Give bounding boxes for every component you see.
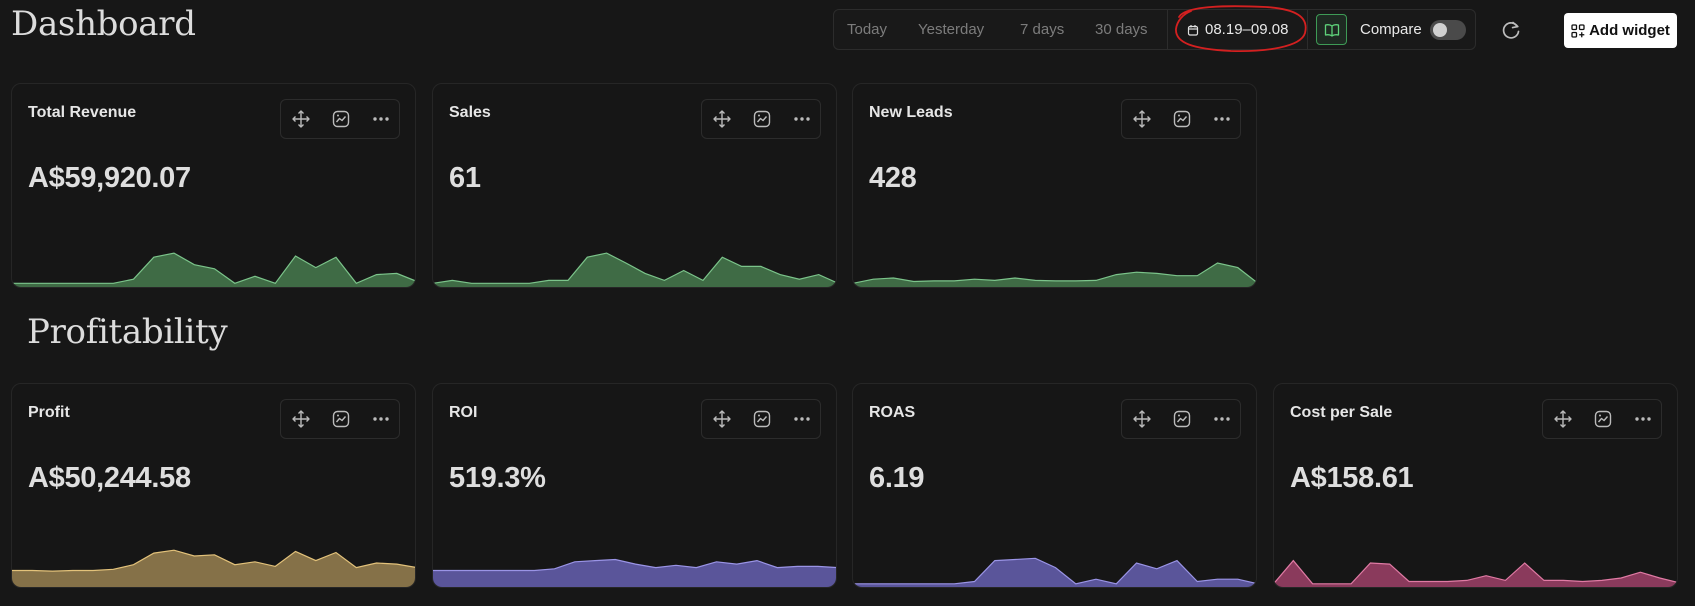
card-title: Total Revenue	[28, 104, 137, 121]
move-icon[interactable]	[1132, 109, 1152, 129]
refresh-icon	[1502, 21, 1520, 39]
card-value: 428	[869, 162, 917, 194]
chart-style-icon[interactable]	[331, 409, 351, 429]
move-icon[interactable]	[291, 109, 311, 129]
range-30-days-button[interactable]: 30 days	[1095, 21, 1148, 38]
card-value: A$59,920.07	[28, 162, 191, 194]
add-widget-icon	[1571, 23, 1585, 38]
more-icon[interactable]	[792, 109, 812, 129]
card-value: A$158.61	[1290, 462, 1414, 494]
card-actions	[1542, 399, 1662, 439]
sparkline-area	[433, 559, 836, 587]
move-icon[interactable]	[1132, 409, 1152, 429]
sparkline-area	[12, 253, 415, 287]
compare-label: Compare	[1360, 21, 1422, 38]
sparkline-line	[853, 262, 1256, 284]
card-actions	[280, 99, 400, 139]
card-title: Profit	[28, 404, 70, 421]
sparkline-chart	[853, 557, 1256, 587]
sparkline-line	[433, 252, 836, 284]
toolbar-divider	[1167, 10, 1168, 49]
sparkline-line	[12, 252, 415, 285]
chart-style-icon[interactable]	[1172, 409, 1192, 429]
custom-date-range-button[interactable]: 08.19–09.08	[1187, 10, 1288, 49]
sparkline-chart	[1274, 559, 1677, 587]
date-range-label: 08.19–09.08	[1205, 21, 1289, 38]
card-title: ROAS	[869, 404, 916, 421]
card-actions	[1121, 399, 1241, 439]
card-value: 61	[449, 162, 481, 194]
section-title-profitability: Profitability	[27, 312, 228, 352]
chart-style-icon[interactable]	[331, 109, 351, 129]
sparkline-area	[1274, 560, 1677, 587]
more-icon[interactable]	[371, 409, 391, 429]
more-icon[interactable]	[1212, 109, 1232, 129]
move-icon[interactable]	[1553, 409, 1573, 429]
book-button[interactable]	[1316, 14, 1347, 45]
card-actions	[701, 99, 821, 139]
sparkline-area	[853, 263, 1256, 287]
sparkline-chart	[12, 252, 415, 287]
move-icon[interactable]	[712, 409, 732, 429]
more-icon[interactable]	[371, 109, 391, 129]
card-actions	[280, 399, 400, 439]
card-title: ROI	[449, 404, 478, 421]
sparkline-area	[12, 550, 415, 587]
sparkline-line	[1274, 559, 1677, 585]
metric-card: ROI 519.3%	[432, 383, 837, 588]
more-icon[interactable]	[792, 409, 812, 429]
sparkline-line	[853, 557, 1256, 585]
sparkline-chart	[433, 558, 836, 587]
sparkline-line	[12, 549, 415, 572]
sparkline-line	[433, 558, 836, 572]
metric-card: Sales 61	[432, 83, 837, 288]
refresh-button[interactable]	[1496, 15, 1526, 45]
book-icon	[1324, 23, 1339, 37]
calendar-icon	[1187, 25, 1199, 36]
card-actions	[701, 399, 821, 439]
chart-style-icon[interactable]	[1593, 409, 1613, 429]
card-title: Sales	[449, 104, 491, 121]
metric-card: Cost per Sale A$158.61	[1273, 383, 1678, 588]
more-icon[interactable]	[1633, 409, 1653, 429]
metric-card: Total Revenue A$59,920.07	[11, 83, 416, 288]
date-range-toolbar: Today Yesterday 7 days 30 days 08.19–09.…	[833, 9, 1476, 50]
compare-toggle[interactable]	[1430, 20, 1466, 40]
chart-style-icon[interactable]	[1172, 109, 1192, 129]
move-icon[interactable]	[712, 109, 732, 129]
sparkline-chart	[853, 262, 1256, 287]
sparkline-chart	[12, 549, 415, 587]
range-7-days-button[interactable]: 7 days	[1020, 21, 1065, 38]
card-value: 6.19	[869, 462, 925, 494]
range-yesterday-button[interactable]: Yesterday	[918, 21, 985, 38]
move-icon[interactable]	[291, 409, 311, 429]
metric-card: New Leads 428	[852, 83, 1257, 288]
sparkline-area	[433, 253, 836, 287]
metric-card: ROAS 6.19	[852, 383, 1257, 588]
metric-card: Profit A$50,244.58	[11, 383, 416, 588]
card-actions	[1121, 99, 1241, 139]
card-value: A$50,244.58	[28, 462, 191, 494]
chart-style-icon[interactable]	[752, 109, 772, 129]
card-title: New Leads	[869, 104, 953, 121]
sparkline-area	[853, 558, 1256, 587]
card-value: 519.3%	[449, 462, 546, 494]
toggle-knob	[1433, 23, 1447, 37]
range-today-button[interactable]: Today	[847, 21, 888, 38]
chart-style-icon[interactable]	[752, 409, 772, 429]
toolbar-divider	[1307, 10, 1308, 49]
add-widget-button[interactable]: Add widget	[1564, 13, 1677, 48]
card-title: Cost per Sale	[1290, 404, 1393, 421]
page-title: Dashboard	[11, 4, 196, 44]
more-icon[interactable]	[1212, 409, 1232, 429]
sparkline-chart	[433, 252, 836, 287]
add-widget-label: Add widget	[1589, 22, 1670, 39]
